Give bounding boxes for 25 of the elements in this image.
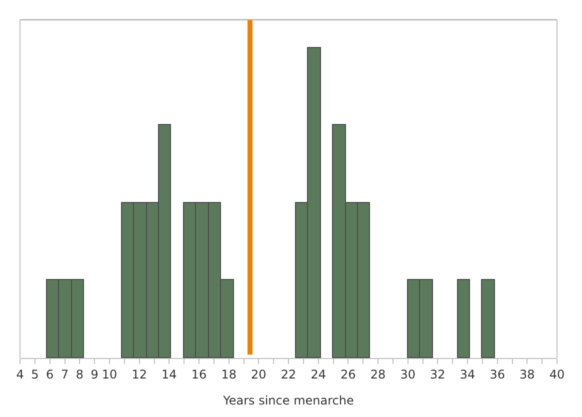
x-tick-label: 20 (251, 367, 266, 382)
bar (481, 279, 495, 358)
x-tick-label: 34 (460, 367, 476, 382)
x-tick-label: 8 (76, 367, 84, 382)
x-tick-label: 22 (280, 367, 296, 382)
x-tick-label: 14 (162, 367, 177, 382)
x-tick-label: 24 (310, 367, 326, 382)
x-tick-label: 5 (31, 367, 39, 382)
x-tick-label: 36 (490, 367, 505, 382)
bar (457, 279, 470, 358)
x-tick-label: 32 (430, 367, 446, 382)
x-tick-label: 28 (370, 367, 386, 382)
x-tick-label: 16 (191, 367, 207, 382)
x-tick-label: 38 (520, 367, 535, 382)
x-tick-label: 30 (400, 367, 416, 382)
x-tick-label: 12 (132, 367, 147, 382)
x-tick-label: 18 (221, 367, 236, 382)
x-tick-label: 4 (16, 367, 24, 382)
x-tick-label: 7 (60, 367, 69, 382)
x-tick-label: 40 (549, 367, 565, 382)
x-axis-title: Years since menarche (222, 393, 354, 408)
x-tick-label: 9 (90, 367, 98, 382)
x-tick-label: 6 (46, 367, 54, 382)
x-tick-label: 10 (102, 367, 118, 382)
x-tick-label: 26 (340, 367, 356, 382)
